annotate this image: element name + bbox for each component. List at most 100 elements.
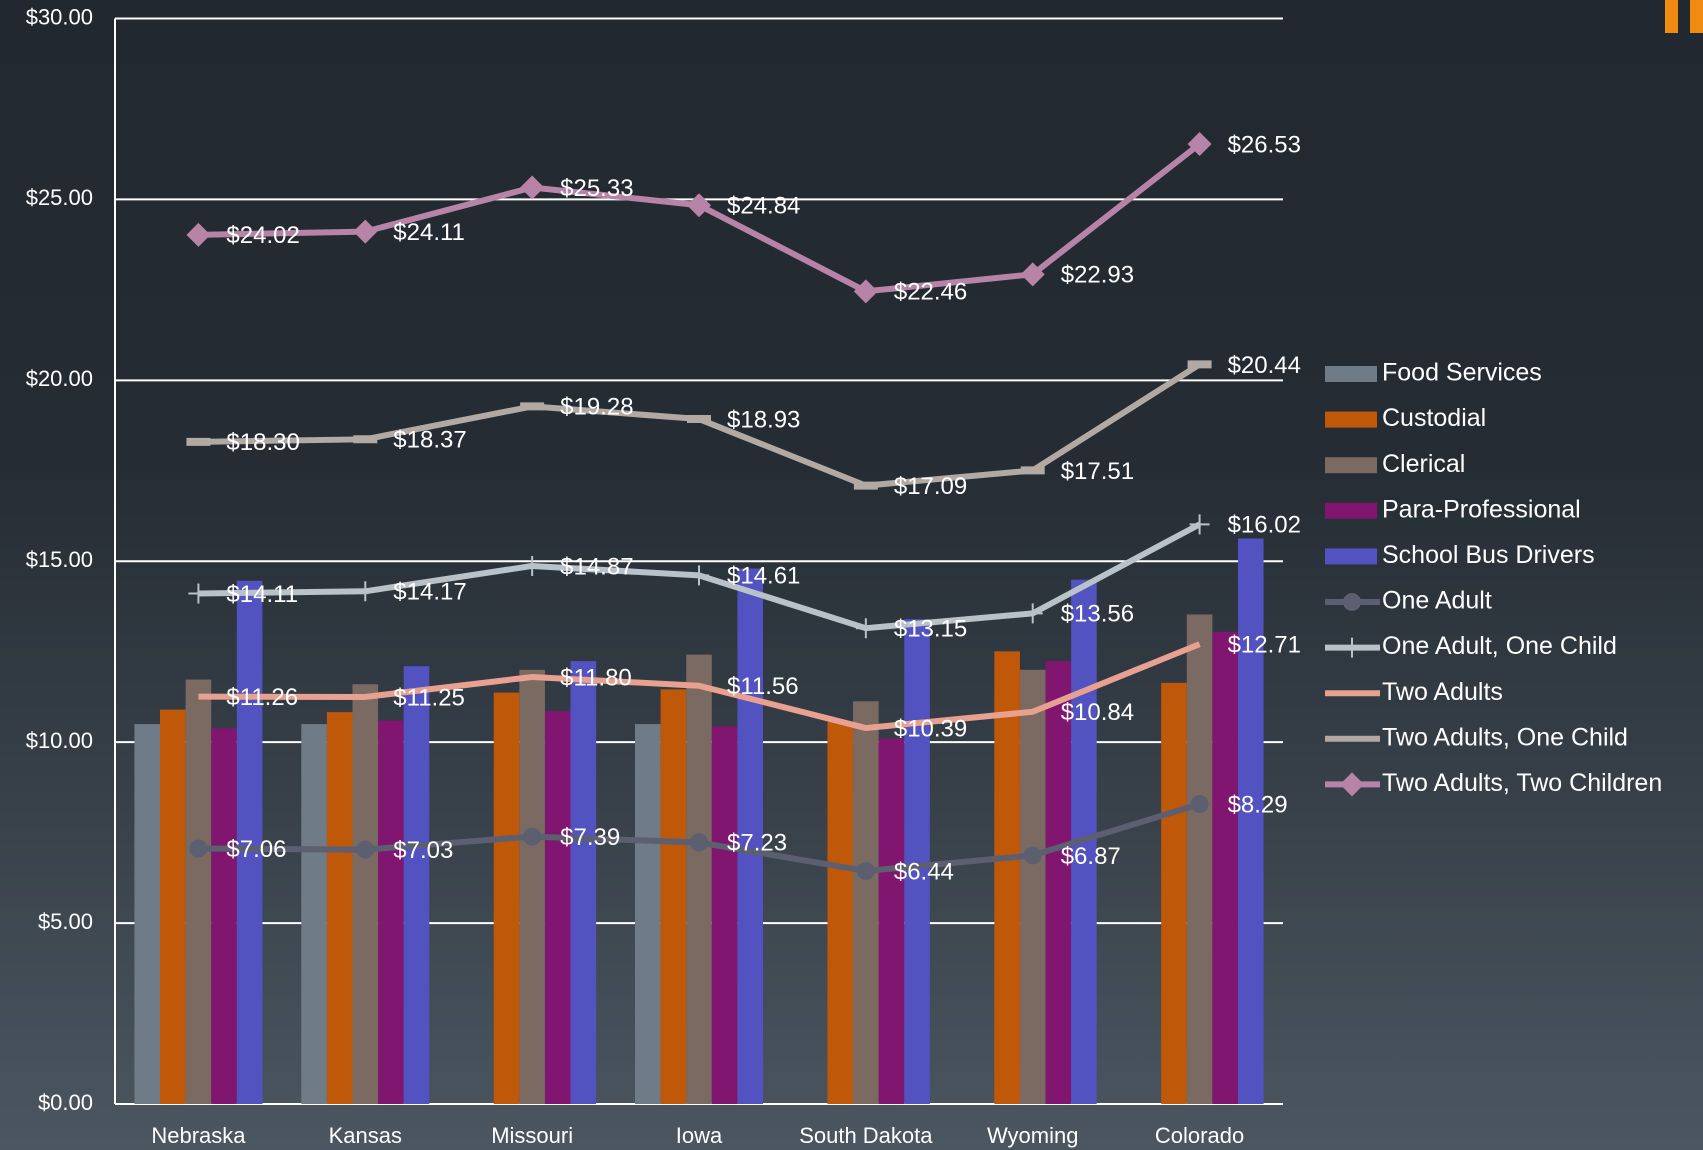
legend-label: Para-Professional — [1382, 495, 1581, 523]
marker — [690, 833, 708, 852]
marker — [1340, 772, 1364, 797]
marker — [853, 279, 878, 304]
marker — [1190, 795, 1209, 814]
marker — [356, 840, 375, 859]
value-label: $14.61 — [727, 563, 800, 590]
marker — [189, 839, 208, 858]
legend-label: Two Adults, One Child — [1382, 723, 1628, 751]
marker — [1189, 514, 1210, 535]
value-label: $10.39 — [894, 715, 967, 742]
marker — [689, 565, 709, 586]
bar — [711, 726, 738, 1104]
marker — [355, 581, 376, 602]
legend-swatch — [1325, 502, 1377, 519]
bar — [236, 580, 263, 1104]
line — [198, 361, 1202, 489]
legend-label: Custodial — [1382, 404, 1486, 432]
marker — [1343, 593, 1361, 611]
legend-label: Two Adults — [1382, 678, 1503, 706]
legend-label: Clerical — [1382, 450, 1465, 478]
legend-label: Two Adults, Two Children — [1382, 769, 1662, 797]
x-tick-label: Nebraska — [151, 1123, 246, 1148]
bar — [878, 738, 905, 1104]
bar — [185, 679, 212, 1104]
x-tick-label: Iowa — [676, 1123, 723, 1148]
value-label: $22.93 — [1061, 262, 1134, 289]
bar — [378, 720, 404, 1104]
value-label: $13.15 — [894, 616, 967, 643]
marker — [687, 193, 711, 218]
value-label: $24.02 — [226, 222, 299, 249]
line — [198, 141, 1202, 295]
value-label: $17.51 — [1061, 458, 1134, 485]
x-tick-label: Kansas — [329, 1123, 402, 1148]
legend-swatch — [1325, 548, 1377, 565]
bar — [1212, 631, 1238, 1104]
marker — [1023, 846, 1042, 865]
value-label: $14.11 — [226, 581, 298, 608]
value-label: $8.29 — [1228, 791, 1288, 818]
value-label: $22.46 — [894, 279, 967, 306]
marker — [522, 555, 543, 576]
legend-swatch — [1325, 411, 1377, 428]
value-label: $20.44 — [1228, 352, 1301, 379]
value-label: $26.53 — [1228, 131, 1301, 158]
bar — [635, 724, 661, 1104]
y-tick-label: $5.00 — [38, 909, 93, 934]
marker — [186, 222, 211, 247]
value-label: $7.39 — [560, 824, 620, 851]
value-label: $19.28 — [560, 394, 633, 421]
decoration — [1690, 0, 1703, 33]
value-label: $18.93 — [727, 406, 800, 433]
y-tick-label: $20.00 — [26, 366, 93, 391]
marker — [520, 175, 545, 200]
bar — [301, 724, 327, 1104]
y-tick-label: $25.00 — [26, 185, 93, 210]
value-label: $11.25 — [393, 684, 465, 711]
value-label: $14.87 — [560, 553, 633, 580]
bar — [326, 712, 353, 1104]
marker — [1020, 262, 1045, 287]
marker — [523, 827, 542, 846]
value-label: $12.71 — [1228, 631, 1301, 658]
bar — [737, 568, 763, 1104]
value-label: $18.37 — [393, 427, 466, 454]
value-label: $17.09 — [894, 473, 967, 500]
bar — [352, 684, 379, 1104]
x-tick-label: Colorado — [1155, 1123, 1244, 1148]
bar — [493, 692, 520, 1104]
bar — [211, 728, 237, 1104]
y-tick-label: $0.00 — [38, 1090, 93, 1115]
bar — [1186, 614, 1213, 1104]
x-tick-label: South Dakota — [799, 1123, 933, 1148]
bar — [1237, 538, 1264, 1104]
decoration — [1665, 0, 1678, 33]
bar — [1019, 669, 1046, 1104]
legend-label: School Bus Drivers — [1382, 541, 1595, 569]
bar — [134, 724, 161, 1104]
bar — [403, 666, 430, 1104]
bar — [1045, 661, 1072, 1104]
bar — [519, 669, 545, 1104]
value-label: $10.84 — [1061, 699, 1134, 726]
marker — [1187, 132, 1212, 157]
x-tick-label: Missouri — [491, 1123, 573, 1148]
marker — [188, 583, 209, 604]
marker — [856, 861, 875, 880]
value-label: $25.33 — [560, 175, 633, 202]
bar — [160, 709, 186, 1104]
bar — [686, 654, 712, 1104]
bar — [660, 689, 687, 1104]
bar — [1161, 682, 1187, 1104]
marker — [855, 618, 876, 639]
y-tick-label: $15.00 — [26, 547, 93, 572]
line — [198, 641, 1201, 732]
legend-label: One Adult — [1382, 587, 1492, 615]
value-label: $7.03 — [393, 837, 453, 864]
marker — [353, 219, 378, 244]
value-label: $11.80 — [560, 664, 632, 691]
bar — [994, 651, 1020, 1104]
value-label: $24.11 — [393, 219, 465, 246]
x-tick-label: Wyoming — [987, 1123, 1079, 1148]
